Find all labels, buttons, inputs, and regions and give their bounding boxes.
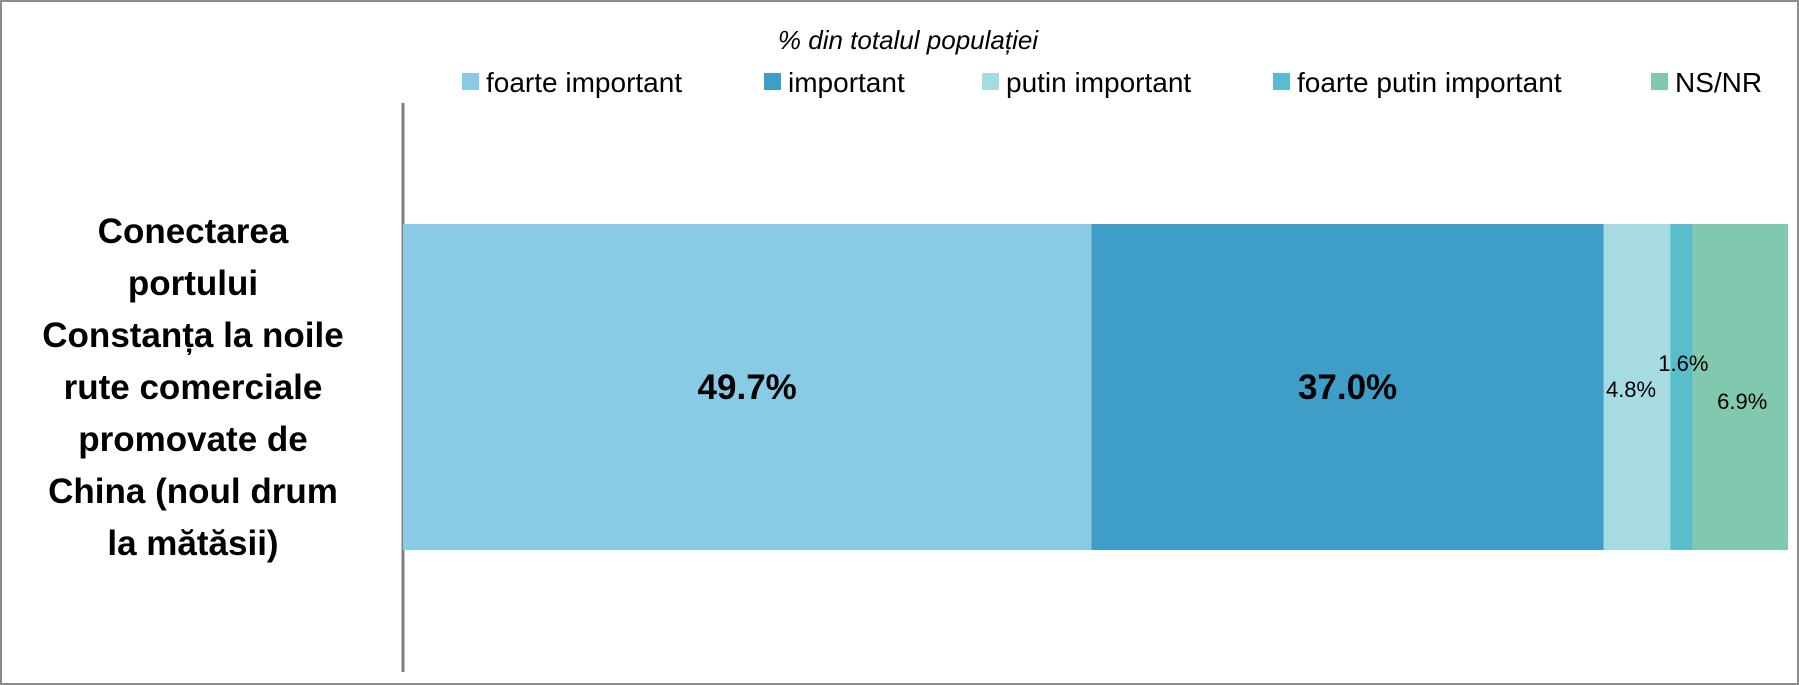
bar-segment-foarte-important [403, 224, 1092, 550]
data-label-foarte-putin-important: 1.6% [1658, 351, 1708, 376]
category-label-line: la mătăsii) [107, 524, 278, 563]
category-label-line: rute comerciale [64, 368, 323, 407]
value-labels: 49.7% 37.0% 4.8%1.6% 6.9% [698, 351, 1768, 414]
chart-subtitle: % din totalul populației [778, 25, 1039, 55]
category-label-line: China (noul drum [48, 472, 338, 511]
bar-series-group [403, 224, 1788, 550]
bar-segment-important [1091, 224, 1604, 550]
bar-segment-foarte-putin-important [1670, 224, 1693, 550]
category-label-line: Conectarea [98, 212, 289, 251]
legend-label-foarte-putin-important: foarte putin important [1297, 67, 1562, 98]
category-label-line: Constanța la noile [42, 316, 343, 355]
bar-segment-ns-nr [1692, 224, 1788, 550]
category-label-line: portului [128, 264, 258, 303]
legend-label-ns-nr: NS/NR [1675, 67, 1762, 98]
legend-swatch-foarte-putin-important [1273, 73, 1290, 90]
bar-segment-putin-important [1603, 224, 1671, 550]
data-label-ns-nr: 6.9% [1717, 389, 1767, 414]
data-label-foarte-important: 49.7% [698, 368, 797, 407]
legend-label-foarte-important: foarte important [486, 67, 682, 98]
legend-swatch-putin-important [982, 73, 999, 90]
legend-label-important: important [788, 67, 905, 98]
category-label: Conectarea portului Constanța la noile rute… [42, 212, 343, 563]
legend: foarte important important putin important… [462, 67, 1762, 98]
legend-swatch-foarte-important [462, 73, 479, 90]
legend-swatch-important [764, 73, 781, 90]
data-label-important: 37.0% [1298, 368, 1397, 407]
legend-label-putin-important: putin important [1006, 67, 1191, 98]
data-label-putin-important: 4.8% [1606, 377, 1656, 402]
category-label-line: promovate de [78, 420, 308, 459]
legend-swatch-ns-nr [1651, 73, 1668, 90]
